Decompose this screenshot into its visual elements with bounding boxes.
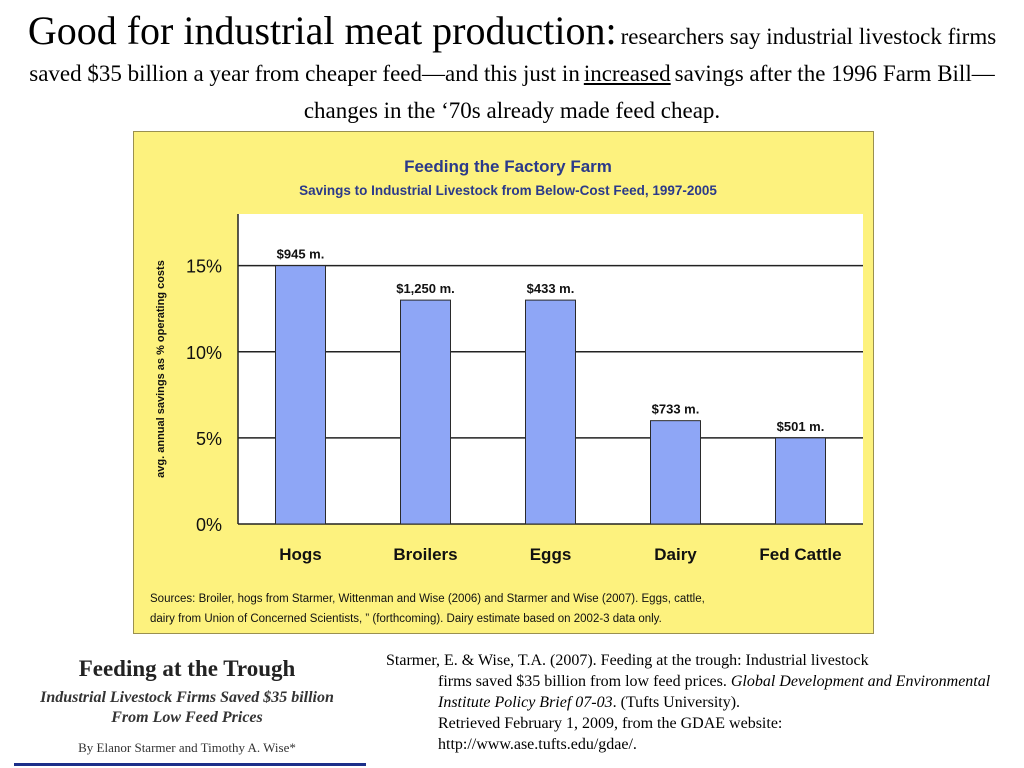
bar-data-label: $1,250 m. xyxy=(396,281,455,296)
report-thumbnail-subtitle: Industrial Livestock Firms Saved $35 bil… xyxy=(14,688,360,728)
bar xyxy=(776,438,826,524)
bar-data-label: $945 m. xyxy=(277,247,325,262)
chart-sources-line-2: dairy from Union of Concerned Scientists… xyxy=(150,613,662,625)
bar xyxy=(276,266,326,524)
citation-text-2: firms saved $35 billion from low feed pr… xyxy=(438,673,727,690)
citation-url[interactable]: http://www.ase.tufts.edu/gdae/. xyxy=(438,736,637,753)
chart-title: Feeding the Factory Farm xyxy=(404,157,612,176)
y-axis-label: avg. annual savings as % operating costs xyxy=(155,260,167,478)
bar-data-label: $733 m. xyxy=(652,402,700,417)
report-thumbnail-subtitle-line-2: From Low Feed Prices xyxy=(14,708,360,728)
y-tick-label: 5% xyxy=(196,429,222,449)
report-thumbnail-divider xyxy=(14,763,366,766)
bar-chart: Feeding the Factory Farm Savings to Indu… xyxy=(134,132,875,635)
bar-data-label: $501 m. xyxy=(777,419,825,434)
report-thumbnail-authors: By Elanor Starmer and Timothy A. Wise* xyxy=(14,740,360,756)
y-tick-label: 10% xyxy=(186,343,222,363)
chart-subtitle: Savings to Industrial Livestock from Bel… xyxy=(299,183,717,198)
citation-line-1: Starmer, E. & Wise, T.A. (2007). Feeding… xyxy=(386,650,1016,671)
x-tick-label: Dairy xyxy=(654,545,697,564)
x-tick-label: Broilers xyxy=(393,545,457,564)
report-thumbnail-subtitle-line-1: Industrial Livestock Firms Saved $35 bil… xyxy=(14,688,360,708)
bar-data-label: $433 m. xyxy=(527,281,575,296)
citation: Starmer, E. & Wise, T.A. (2007). Feeding… xyxy=(386,650,1016,755)
citation-text-4: Retrieved February 1, 2009, from the GDA… xyxy=(438,715,782,732)
headline-big: Good for industrial meat production: xyxy=(28,8,617,53)
y-tick-label: 15% xyxy=(186,257,222,277)
y-tick-label: 0% xyxy=(196,515,222,535)
x-tick-label: Eggs xyxy=(530,545,572,564)
bar xyxy=(401,300,451,524)
chart-sources-line-1: Sources: Broiler, hogs from Starmer, Wit… xyxy=(150,593,705,605)
bar xyxy=(651,421,701,524)
x-tick-label: Fed Cattle xyxy=(759,545,841,564)
slide-headline: Good for industrial meat production: res… xyxy=(14,14,1010,131)
report-thumbnail-title: Feeding at the Trough xyxy=(14,656,360,682)
headline-underlined-word: increased xyxy=(584,61,671,86)
citation-rest: firms saved $35 billion from low feed pr… xyxy=(386,671,1016,755)
chart-panel: Feeding the Factory Farm Savings to Indu… xyxy=(133,131,874,634)
bar xyxy=(526,300,576,524)
x-tick-label: Hogs xyxy=(279,545,322,564)
citation-text-3: . (Tufts University). xyxy=(613,694,740,711)
